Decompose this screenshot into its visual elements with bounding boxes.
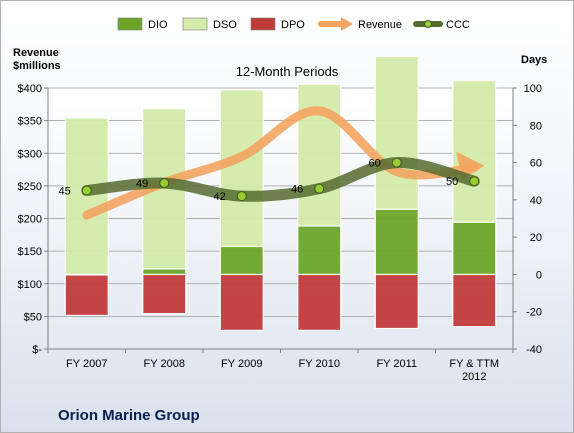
bar-dso	[219, 89, 264, 248]
bar-dso	[452, 79, 497, 223]
left-tick-label: $100	[18, 279, 42, 291]
left-tick-label: $200	[18, 214, 42, 226]
bar-dso	[374, 55, 419, 210]
bar-dpo	[64, 273, 109, 317]
left-tick-label: $150	[18, 246, 42, 258]
category-label: FY 2011	[376, 358, 417, 370]
legend-label: DPO	[281, 19, 305, 31]
bar-dpo	[219, 273, 264, 331]
left-tick-label: $300	[18, 148, 42, 160]
right-tick-label: 100	[524, 83, 542, 95]
legend-label: Revenue	[358, 19, 402, 31]
bar-dpo	[142, 273, 187, 315]
ccc-data-label: 42	[214, 191, 226, 203]
bar-dso	[297, 83, 342, 227]
left-tick-label: $250	[18, 181, 42, 193]
legend-swatch-dio	[117, 17, 143, 31]
category-label-line: FY 2008	[144, 358, 185, 370]
ccc-point	[236, 191, 247, 202]
ccc-data-label: 49	[136, 178, 148, 190]
ccc-data-label: 46	[291, 184, 303, 196]
bar-dio	[219, 245, 264, 276]
bar-dio	[297, 225, 342, 276]
ccc-point	[391, 157, 402, 168]
legend-swatch-dpo	[250, 17, 276, 31]
right-tick-label: -40	[526, 344, 542, 356]
category-label-line: FY 2010	[299, 358, 340, 370]
legend-arrow-revenue	[341, 17, 353, 31]
right-tick-label: 80	[530, 120, 542, 132]
bar-dpo	[297, 273, 342, 331]
bar-dso	[64, 117, 109, 276]
left-axis-title-line: Revenue	[13, 47, 59, 59]
bar-dio	[142, 268, 187, 276]
ccc-point	[314, 183, 325, 194]
legend-label: CCC	[446, 19, 470, 31]
ccc-data-label: 60	[369, 158, 381, 170]
category-label-line: 2012	[462, 371, 486, 383]
company-name: Orion Marine Group	[58, 407, 200, 424]
bar-dpo	[374, 273, 419, 330]
ccc-point	[159, 178, 170, 189]
chart-title: 12-Month Periods	[236, 64, 339, 79]
category-label-line: FY 2007	[66, 358, 107, 370]
ccc-point	[469, 176, 480, 187]
legend-label: DSO	[213, 19, 237, 31]
left-tick-label: $50	[24, 311, 42, 323]
ccc-point	[81, 185, 92, 196]
ccc-data-label: 50	[446, 176, 458, 188]
right-tick-label: 60	[530, 158, 542, 170]
right-tick-label: 40	[530, 195, 542, 207]
legend-swatch-dso	[182, 17, 208, 31]
category-label: FY 2010	[299, 358, 340, 370]
right-tick-label: 0	[536, 269, 542, 281]
bar-dio	[452, 221, 497, 276]
category-label: FY 2007	[66, 358, 107, 370]
left-axis-title-line: $millions	[13, 60, 61, 72]
bar-dio	[374, 208, 419, 276]
left-tick-label: $-	[32, 344, 42, 356]
right-tick-label: -20	[526, 307, 542, 319]
category-label: FY 2008	[144, 358, 185, 370]
bar-dpo	[452, 273, 497, 328]
category-label-line: FY 2009	[221, 358, 262, 370]
left-tick-label: $400	[18, 83, 42, 95]
category-label-line: FY 2011	[376, 358, 417, 370]
category-label: FY 2009	[221, 358, 262, 370]
category-label: FY & TTM 2012	[449, 358, 499, 383]
legend-label: DIO	[148, 19, 168, 31]
left-tick-label: $350	[18, 116, 42, 128]
right-tick-label: 20	[530, 232, 542, 244]
right-axis-title: Days	[521, 54, 547, 66]
legend-marker-ccc	[424, 20, 432, 28]
left-axis-title: Revenue $millions	[13, 47, 61, 72]
category-label-line: FY & TTM	[449, 358, 499, 370]
ccc-data-label: 45	[59, 186, 71, 198]
